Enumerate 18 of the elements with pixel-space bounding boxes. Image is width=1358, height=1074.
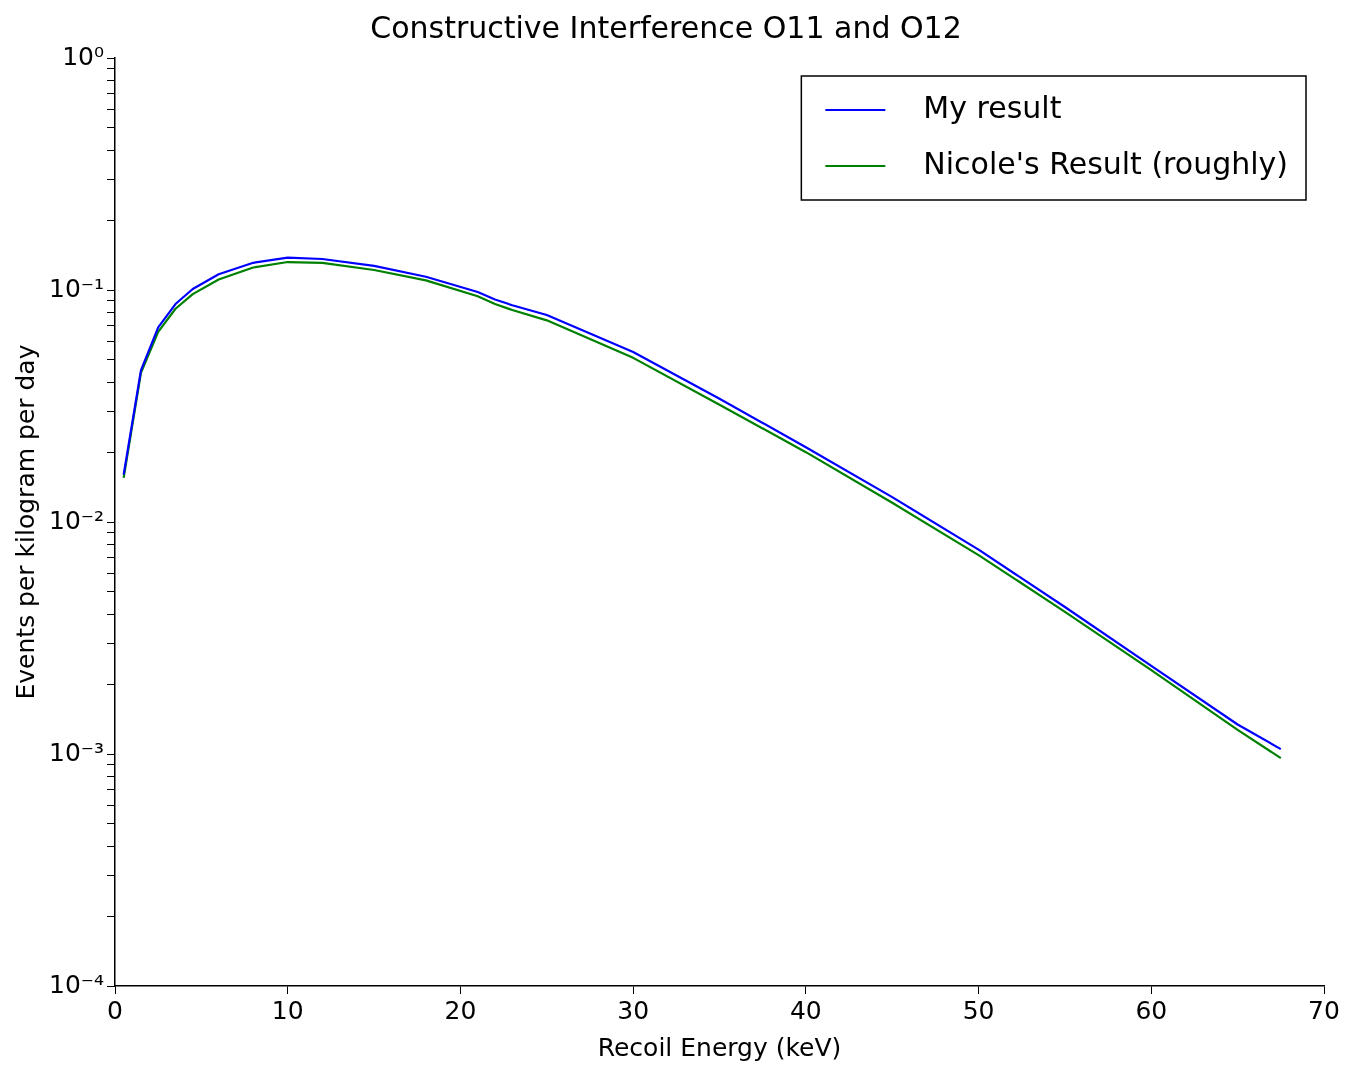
chart-title: Constructive Interference O11 and O12 — [370, 9, 962, 45]
x-tick-label: 30 — [617, 995, 650, 1025]
x-axis-title: Recoil Energy (keV) — [597, 1032, 842, 1062]
legend-label: My result — [923, 89, 1062, 125]
x-tick-label: 0 — [107, 995, 123, 1025]
x-tick-label: 20 — [444, 995, 477, 1025]
y-tick-label: 10⁻¹ — [49, 273, 105, 303]
y-tick-label: 10⁻² — [49, 505, 105, 535]
x-tick-label: 50 — [962, 995, 995, 1025]
x-tick-label: 60 — [1135, 995, 1168, 1025]
legend-label: Nicole's Result (roughly) — [923, 145, 1289, 181]
x-tick-label: 40 — [789, 995, 822, 1025]
x-tick-label: 70 — [1308, 995, 1340, 1025]
x-tick-label: 10 — [271, 995, 304, 1025]
y-axis-title: Events per kilogram per day — [10, 344, 40, 700]
y-tick-label: 10⁻³ — [49, 737, 105, 767]
y-tick-label: 10⁰ — [62, 41, 105, 71]
y-tick-label: 10⁻⁴ — [49, 969, 105, 999]
